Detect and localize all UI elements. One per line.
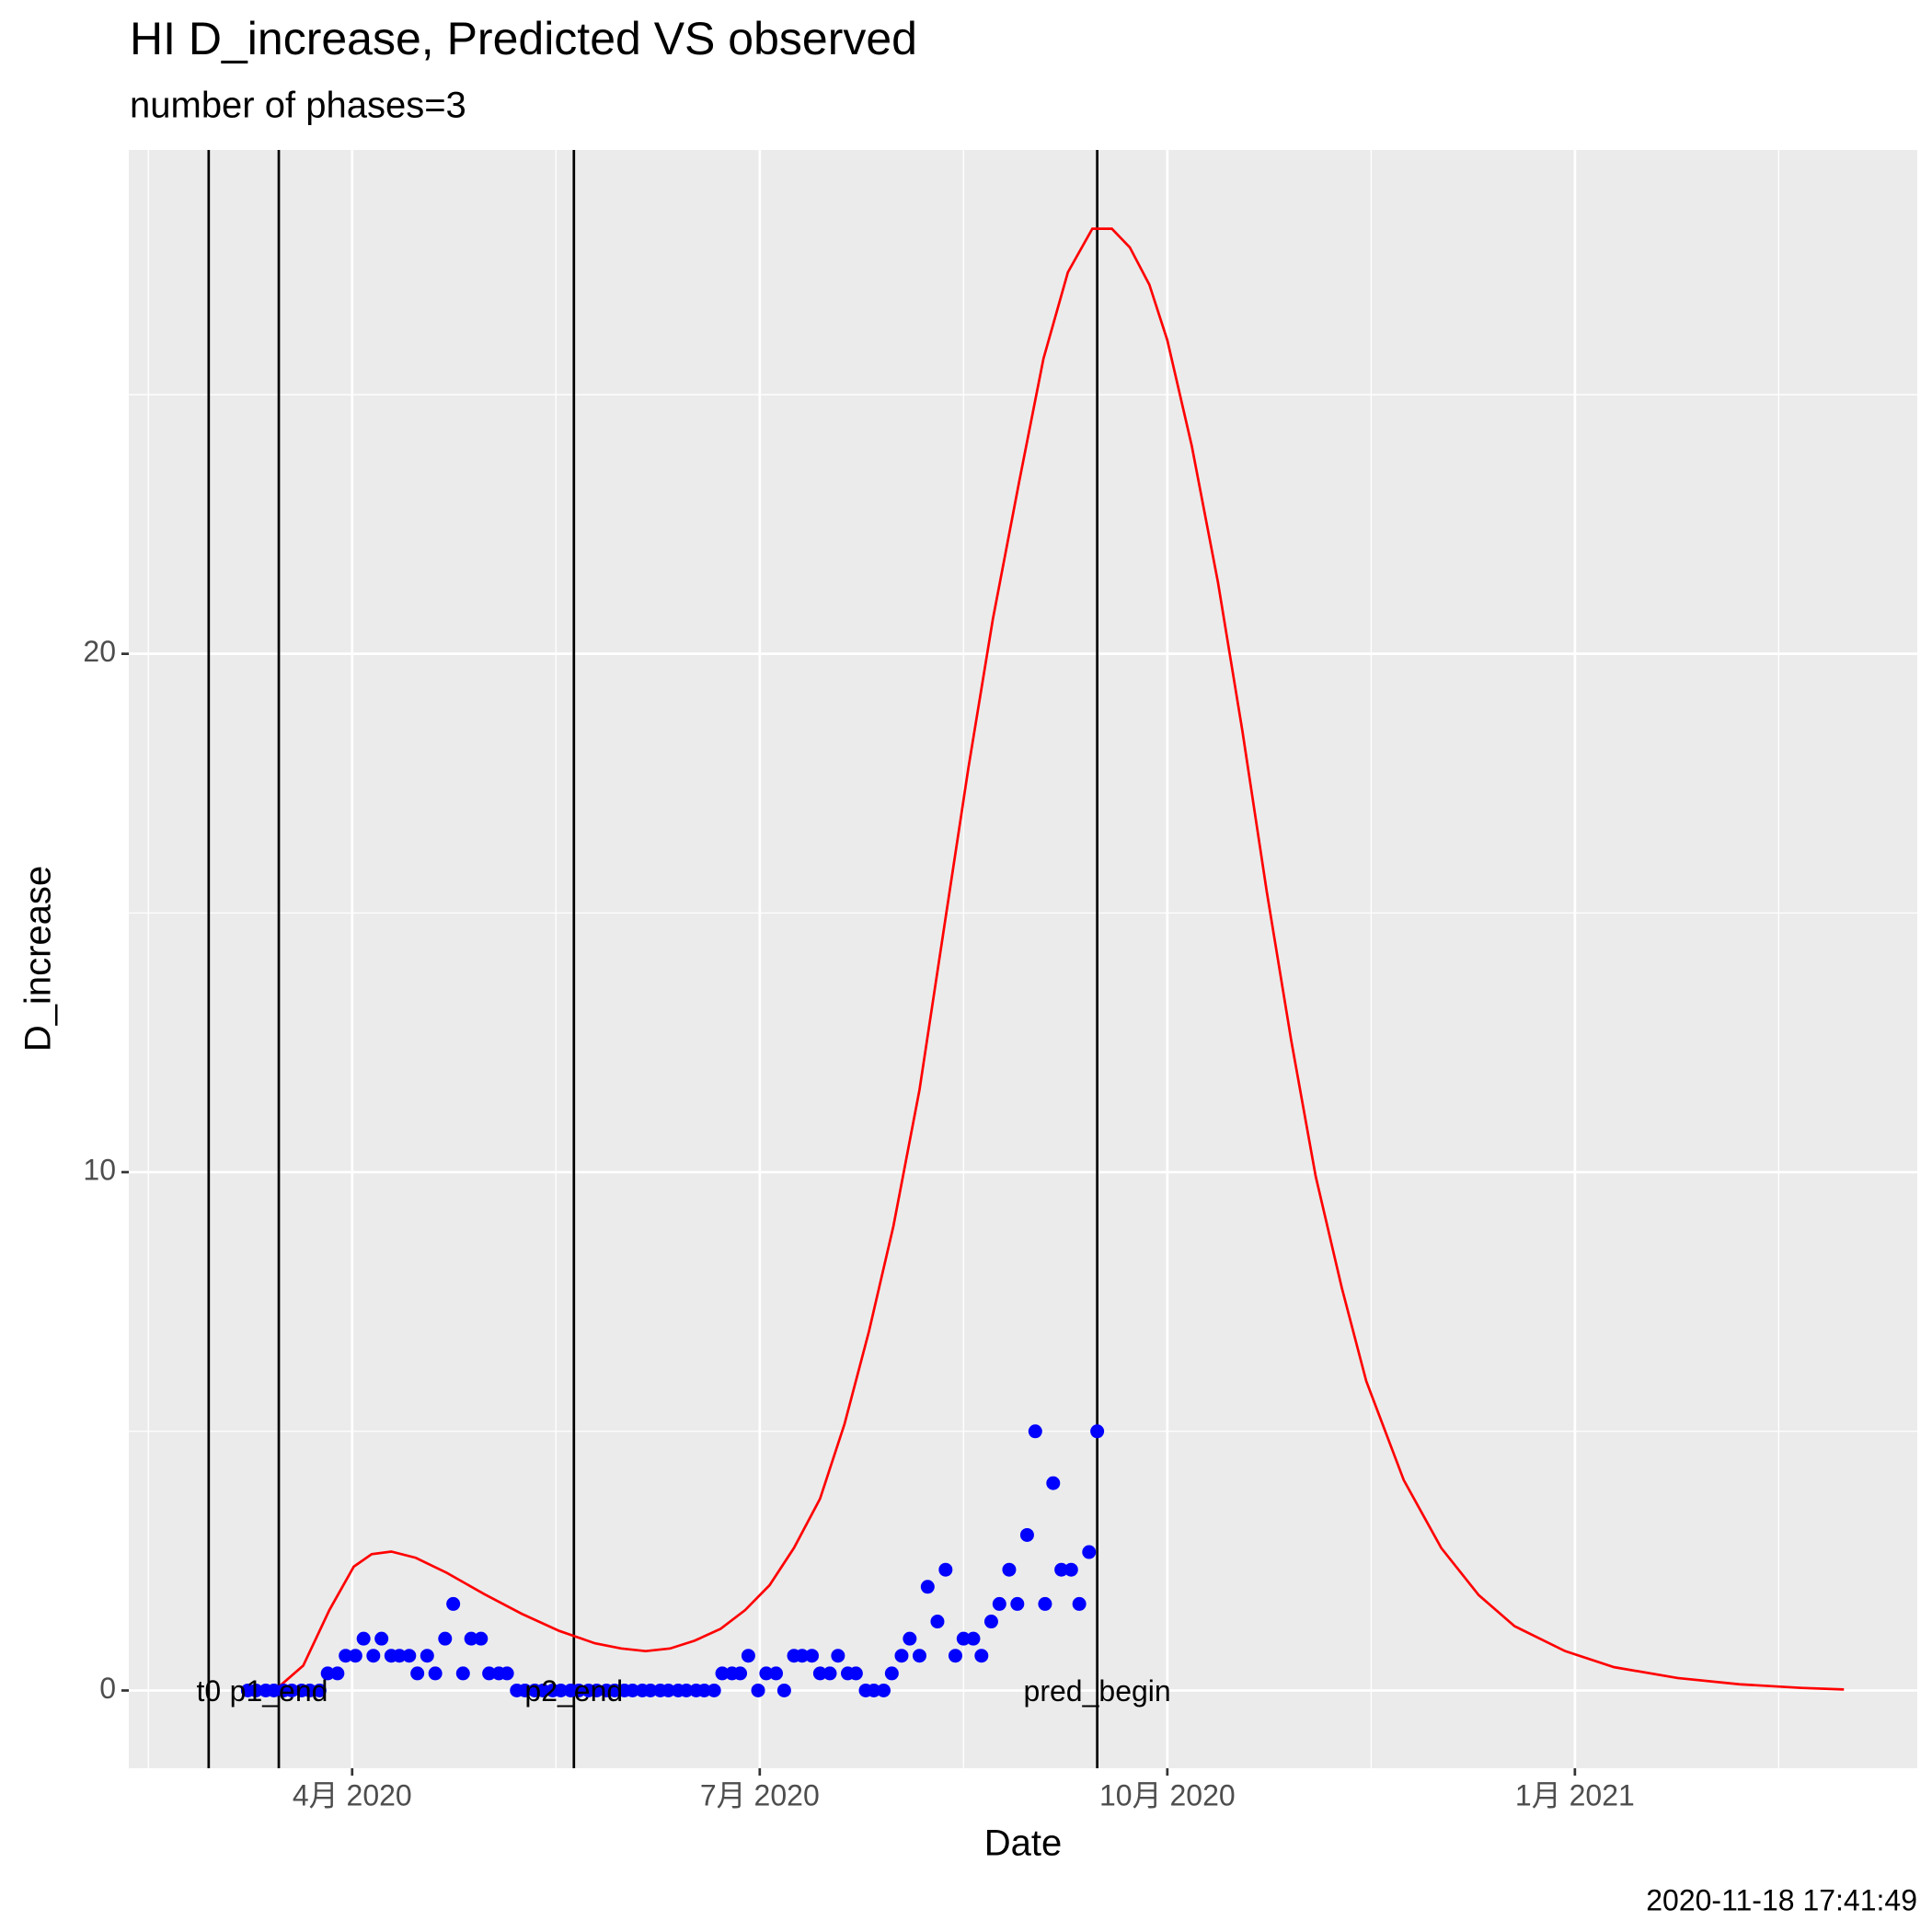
y-tick-label: 0 — [99, 1672, 116, 1705]
observed-point — [339, 1649, 353, 1663]
observed-point — [643, 1683, 658, 1697]
predicted-line — [247, 227, 1845, 1692]
y-axis-title: D_increase — [18, 866, 59, 1052]
x-tick-label: 4月 2020 — [293, 1778, 412, 1811]
observed-point — [320, 1666, 335, 1681]
phase-label: p2_end — [524, 1674, 623, 1708]
observed-point — [455, 1666, 470, 1681]
observed-point — [776, 1683, 791, 1697]
observed-point — [966, 1631, 981, 1646]
x-axis-title: Date — [984, 1823, 1063, 1864]
observed-point — [366, 1649, 381, 1663]
caption: 2020-11-18 17:41:49 — [1646, 1883, 1917, 1916]
observed-point — [590, 1683, 604, 1697]
observed-point — [912, 1649, 926, 1663]
observed-point — [1090, 1424, 1105, 1439]
observed-point — [983, 1615, 998, 1629]
observed-point — [938, 1562, 953, 1577]
phase-label: t0 — [196, 1674, 221, 1708]
observed-point — [894, 1649, 909, 1663]
observed-point — [930, 1615, 945, 1629]
observed-point — [438, 1631, 453, 1646]
observed-point — [733, 1666, 748, 1681]
observed-point — [482, 1666, 497, 1681]
observed-point — [474, 1631, 489, 1646]
observed-point — [303, 1683, 317, 1697]
observed-point — [428, 1666, 443, 1681]
observed-point — [1010, 1596, 1025, 1611]
observed-point — [626, 1683, 640, 1697]
observed-point — [446, 1596, 461, 1611]
observed-point — [607, 1683, 622, 1697]
observed-point — [464, 1631, 478, 1646]
chart-subtitle: number of phases=3 — [130, 86, 466, 126]
observed-point — [948, 1649, 962, 1663]
observed-point — [1072, 1596, 1087, 1611]
observed-point — [867, 1683, 881, 1697]
observed-point — [392, 1649, 407, 1663]
chart-title: HI D_increase, Predicted VS observed — [130, 13, 917, 64]
observed-point — [876, 1683, 891, 1697]
y-tick-label: 20 — [83, 635, 116, 668]
observed-point — [884, 1666, 899, 1681]
observed-point — [707, 1683, 721, 1697]
observed-point — [1082, 1545, 1097, 1559]
y-tick-label: 10 — [83, 1154, 116, 1187]
observed-point — [518, 1683, 533, 1697]
observed-point — [805, 1649, 820, 1663]
observed-point — [769, 1666, 784, 1681]
phase-label: p1_end — [230, 1674, 328, 1708]
observed-point — [1002, 1562, 1017, 1577]
observed-point — [1046, 1476, 1061, 1490]
observed-point — [741, 1649, 755, 1663]
observed-point — [831, 1649, 845, 1663]
x-tick-label: 1月 2021 — [1515, 1778, 1635, 1811]
observed-point — [822, 1666, 837, 1681]
observed-point — [920, 1580, 935, 1594]
observed-point — [554, 1683, 569, 1697]
observed-point — [812, 1666, 827, 1681]
observed-point — [1054, 1562, 1069, 1577]
observed-point — [661, 1683, 676, 1697]
x-tick-label: 10月 2020 — [1099, 1778, 1236, 1811]
observed-point — [535, 1683, 550, 1697]
observed-point — [571, 1683, 586, 1697]
observed-point — [956, 1631, 971, 1646]
observed-point — [751, 1683, 765, 1697]
observed-point — [795, 1649, 810, 1663]
observed-point — [267, 1683, 282, 1697]
observed-point — [374, 1631, 389, 1646]
plot-panel — [129, 150, 1917, 1768]
observed-point — [848, 1666, 863, 1681]
observed-point — [759, 1666, 774, 1681]
x-tick-label: 7月 2020 — [700, 1778, 820, 1811]
observed-point — [1019, 1527, 1034, 1542]
observed-point — [500, 1666, 514, 1681]
observed-point — [992, 1596, 1006, 1611]
observed-point — [697, 1683, 712, 1697]
observed-point — [284, 1683, 299, 1697]
observed-point — [402, 1649, 417, 1663]
observed-point — [356, 1631, 371, 1646]
observed-point — [1064, 1562, 1078, 1577]
observed-point — [410, 1666, 425, 1681]
observed-point — [1028, 1424, 1042, 1439]
phase-label: pred_begin — [1024, 1674, 1171, 1708]
observed-point — [248, 1683, 263, 1697]
observed-point — [1038, 1596, 1052, 1611]
observed-point — [974, 1649, 989, 1663]
observed-point — [715, 1666, 730, 1681]
observed-point — [679, 1683, 694, 1697]
observed-point — [348, 1649, 362, 1663]
observed-point — [420, 1649, 434, 1663]
observed-point — [312, 1683, 327, 1697]
observed-point — [330, 1666, 345, 1681]
observed-point — [903, 1631, 917, 1646]
